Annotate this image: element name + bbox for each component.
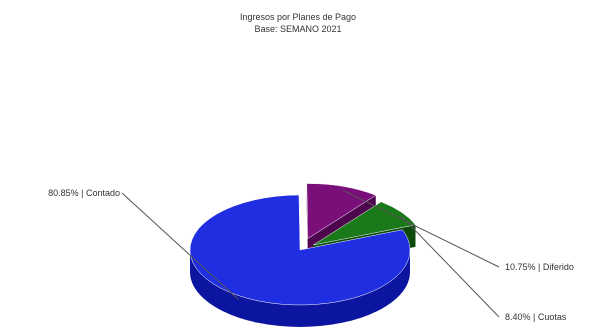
pie-group	[189, 183, 416, 327]
slice-label: 8.40% | Cuotas	[505, 312, 567, 322]
pie-slice-top	[189, 194, 411, 306]
label-leader-line	[401, 215, 500, 318]
chart-title: Ingresos por Planes de Pago	[240, 12, 356, 22]
pie-slice-0	[189, 194, 411, 327]
label-leader-line	[343, 190, 500, 268]
label-group: 80.85% | Contado 10.75% | Diferido 8.40% |…	[48, 188, 574, 322]
chart-subtitle: Base: SEMANO 2021	[254, 24, 341, 34]
label-leader-line	[121, 192, 239, 301]
pie-slice-top	[313, 201, 416, 246]
pie-slice-side	[190, 250, 410, 327]
slice-label: 80.85% | Contado	[48, 188, 120, 198]
pie-slice-top	[306, 183, 377, 239]
slice-label: 10.75% | Diferido	[505, 262, 574, 272]
